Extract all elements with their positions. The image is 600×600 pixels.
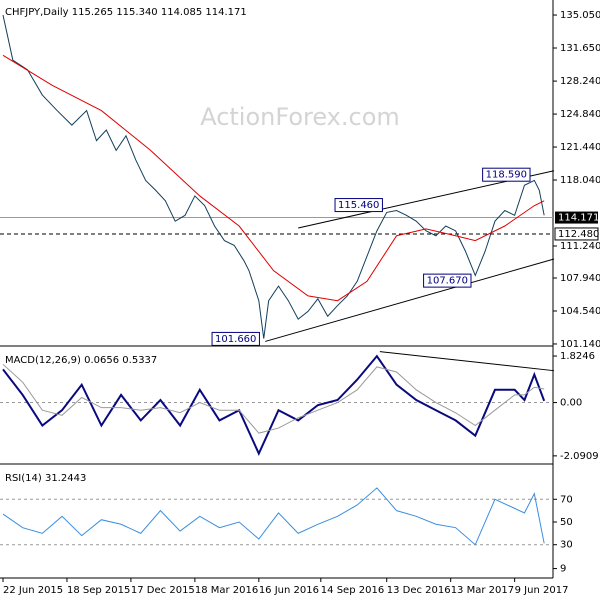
price-box: [554, 227, 599, 241]
y-tick-label: 1.8246: [560, 351, 595, 362]
watermark: ActionForex.com: [200, 103, 400, 131]
panel-title: CHFJPY,Daily 115.265 115.340 114.085 114…: [5, 7, 247, 18]
y-tick-label: 107.940: [560, 273, 600, 284]
panel-title: MACD(12,26,9) 0.0656 0.5337: [5, 355, 157, 366]
y-tick-label: 131.650: [560, 43, 600, 54]
series-line: [2, 487, 545, 546]
y-tick-label: 70: [560, 494, 573, 505]
x-tick-label: 9 Jun 2017: [515, 585, 569, 596]
y-tick-label: 111.240: [560, 241, 600, 252]
y-tick-label: 0.00: [560, 398, 582, 409]
annotation-box: [334, 198, 383, 213]
x-tick-label: 17 Dec 2015: [131, 585, 195, 596]
series-line: [2, 14, 545, 339]
x-tick-label: 22 Jun 2015: [3, 585, 63, 596]
x-tick-label: 18 Mar 2016: [195, 585, 258, 596]
annotation-label: 101.660: [215, 334, 256, 345]
annotation-box: [423, 273, 472, 288]
panel-title: RSI(14) 31.2443: [5, 473, 86, 484]
y-tick-label: 118.040: [560, 175, 600, 186]
x-tick-label: 16 Jun 2016: [259, 585, 319, 596]
y-tick-label: 124.840: [560, 109, 600, 120]
y-tick-label: 30: [560, 540, 573, 551]
trendline: [265, 258, 555, 342]
series-line: [2, 54, 545, 302]
series-line: [2, 363, 545, 434]
x-tick-label: 14 Sep 2016: [321, 585, 384, 596]
y-tick-label: -2.0909: [560, 451, 599, 462]
y-tick-label: 128.240: [560, 76, 600, 87]
trendline: [379, 351, 555, 372]
y-tick-label: 50: [560, 517, 573, 528]
y-tick-label: 101.140: [560, 339, 600, 350]
y-tick-label: 104.540: [560, 306, 600, 317]
price-box: [555, 211, 598, 224]
y-tick-label: 135.050: [560, 10, 600, 21]
x-tick-label: 18 Sep 2015: [67, 585, 130, 596]
price-box-label: 112.480: [558, 229, 599, 240]
x-tick-label: 13 Mar 2017: [451, 585, 514, 596]
y-tick-label: 121.440: [560, 142, 600, 153]
y-tick-label: 9: [560, 564, 566, 575]
annotation-label: 118.590: [486, 170, 527, 181]
annotation-box: [482, 167, 531, 182]
series-line: [2, 354, 546, 456]
annotation-box: [211, 331, 260, 346]
annotation-label: 107.670: [427, 276, 468, 287]
annotation-label: 115.460: [338, 200, 379, 211]
x-tick-label: 13 Dec 2016: [387, 585, 451, 596]
price-box-label: 114.171: [558, 213, 599, 224]
